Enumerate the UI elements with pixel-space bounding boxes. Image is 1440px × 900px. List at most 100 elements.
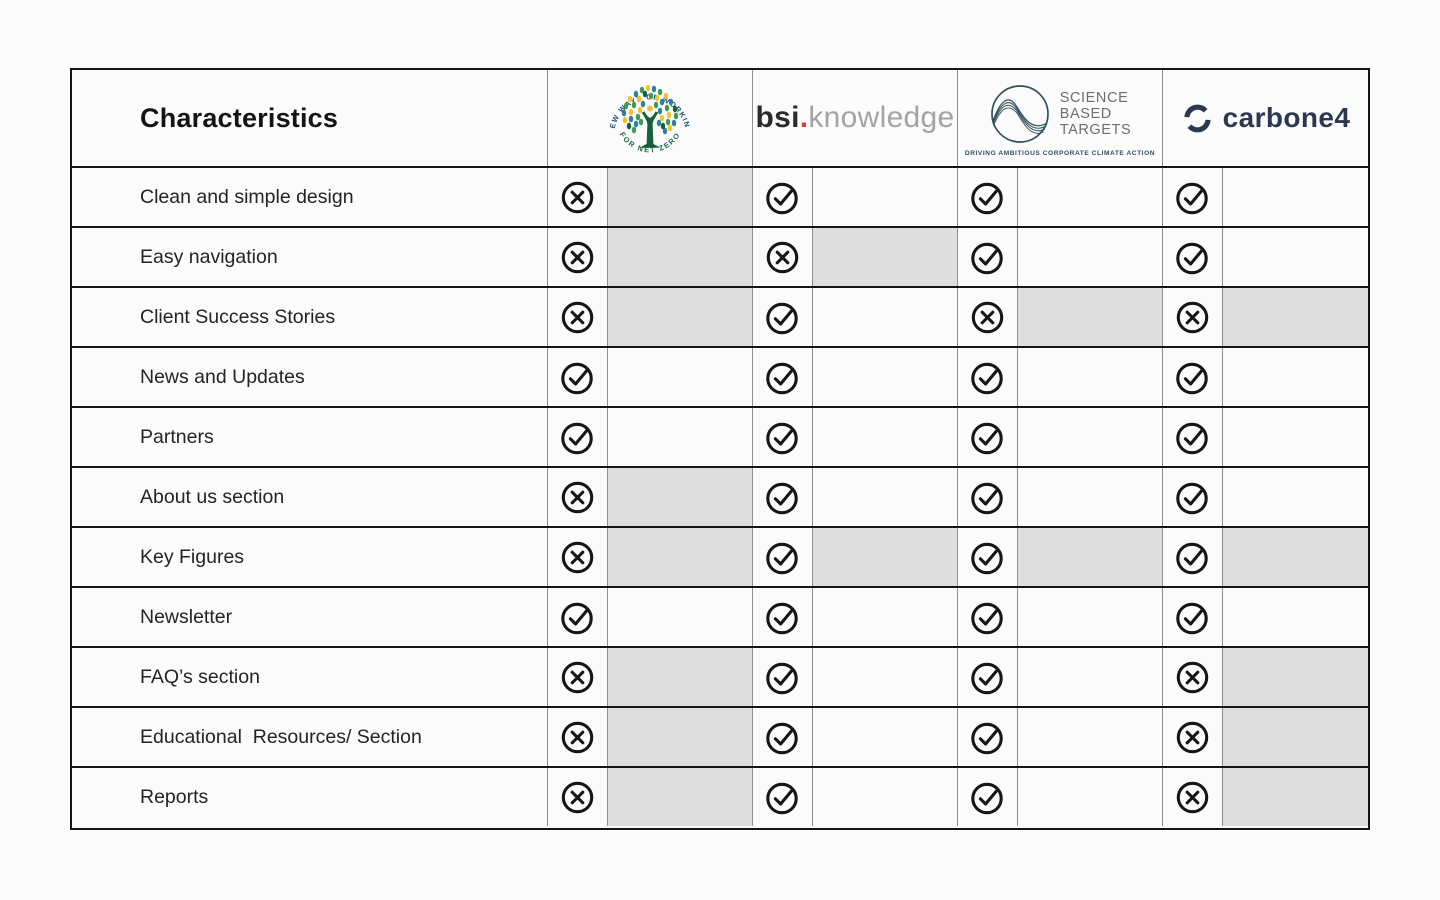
status-note-cell-shaded [1017,528,1162,586]
status-icon-cell [957,528,1017,586]
status-note-cell [1222,228,1368,286]
sbt-line-1: SCIENCE [1059,90,1129,106]
status-note-cell [1222,588,1368,646]
status-note-cell-shaded [812,528,957,586]
status-icon-cell [1162,708,1222,766]
status-note-cell-shaded [607,468,752,526]
status-note-cell [1017,468,1162,526]
status-icon-cell [547,288,607,346]
table-row: Easy navigation [72,226,1368,286]
row-label: FAQ’s section [72,648,547,706]
status-note-cell [812,408,957,466]
table-row: About us section [72,466,1368,526]
check-icon [1176,362,1208,394]
status-note-cell [812,288,957,346]
status-note-cell [812,648,957,706]
check-icon [1176,242,1208,274]
table-row: FAQ’s section [72,646,1368,706]
table-row: Newsletter [72,586,1368,646]
status-note-cell [812,348,957,406]
table-header-row: Characteristics NEW WAYS OF WORKING FOR … [72,70,1368,166]
bsi-knowledge-logo: bsi. knowledge [755,101,954,135]
status-icon-cell [1162,168,1222,226]
check-icon [766,362,798,394]
status-note-cell [812,588,957,646]
row-label: Reports [72,768,547,826]
cross-icon [1176,301,1209,333]
check-icon [766,302,798,334]
status-icon-cell [957,408,1017,466]
check-icon [1176,422,1208,454]
status-note-cell [1017,708,1162,766]
status-note-cell [812,468,957,526]
cross-icon [561,661,594,693]
cross-icon [561,721,594,753]
logo-cell-carbone4: carbone4 [1162,70,1368,166]
cross-icon [1176,721,1209,753]
sbt-line-2: BASED [1059,106,1112,122]
table-row: News and Updates [72,346,1368,406]
status-icon-cell [957,648,1017,706]
sbt-line-3: TARGETS [1059,122,1132,138]
cross-icon [971,301,1004,333]
status-icon-cell [752,528,812,586]
table-row: Educational Resources/ Section [72,706,1368,766]
status-icon-cell [752,768,812,826]
status-note-cell [812,768,957,826]
cross-icon [1176,661,1209,693]
comparison-table: Characteristics NEW WAYS OF WORKING FOR … [70,68,1370,830]
logo-cell-bsi: bsi. knowledge [752,70,957,166]
status-icon-cell [957,768,1017,826]
status-icon-cell [547,168,607,226]
table-row: Partners [72,406,1368,466]
status-note-cell-shaded [607,768,752,826]
bsi-wordmark-dot: . [799,101,809,134]
bsi-wordmark-bold: bsi [755,101,800,134]
check-icon [766,602,798,634]
status-icon-cell [752,588,812,646]
check-icon [561,602,593,634]
check-icon [971,602,1003,634]
status-icon-cell [1162,528,1222,586]
table-row: Clean and simple design [72,166,1368,226]
row-label: Easy navigation [72,228,547,286]
check-icon [971,362,1003,394]
check-icon [971,482,1003,514]
cross-icon [1176,781,1209,813]
status-note-cell-shaded [607,708,752,766]
status-icon-cell [547,528,607,586]
status-icon-cell [752,468,812,526]
table-row: Key Figures [72,526,1368,586]
check-icon [971,182,1003,214]
status-note-cell-shaded [1222,768,1368,826]
carbone4-wordmark: carbone4 [1222,102,1351,133]
status-icon-cell [1162,468,1222,526]
row-label: News and Updates [72,348,547,406]
status-note-cell [1017,588,1162,646]
table-body: Clean and simple design Easy navigation … [72,166,1368,826]
cross-icon [561,541,594,573]
check-icon [766,482,798,514]
cross-icon [561,181,594,213]
status-icon-cell [1162,768,1222,826]
cross-icon [561,781,594,813]
netzero-tree-icon [621,84,679,148]
logo-cell-sbt: SCIENCE BASED TARGETS DRIVING AMBITIOUS … [957,70,1162,166]
check-icon [971,422,1003,454]
table-row: Reports [72,766,1368,826]
row-label: Client Success Stories [72,288,547,346]
status-icon-cell [1162,408,1222,466]
check-icon [1176,602,1208,634]
check-icon [971,542,1003,574]
status-icon-cell [1162,648,1222,706]
check-icon [561,422,593,454]
science-based-targets-logo: SCIENCE BASED TARGETS DRIVING AMBITIOUS … [965,70,1155,166]
status-note-cell [607,408,752,466]
cross-icon [561,301,594,333]
check-icon [1176,182,1208,214]
status-note-cell-shaded [607,228,752,286]
netzero-logo: NEW WAYS OF WORKING FOR NET ZERO [608,84,691,155]
status-note-cell [1222,468,1368,526]
check-icon [766,422,798,454]
status-note-cell [607,588,752,646]
